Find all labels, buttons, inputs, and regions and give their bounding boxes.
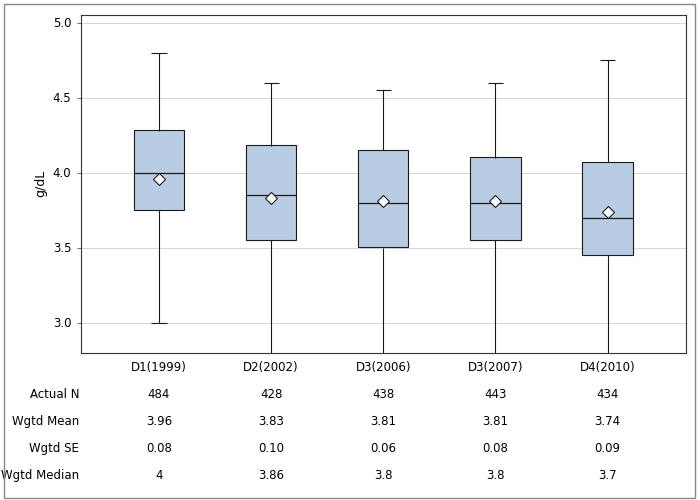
Text: 0.06: 0.06 bbox=[370, 442, 396, 455]
Text: 4: 4 bbox=[155, 469, 162, 482]
Text: 3.7: 3.7 bbox=[598, 469, 617, 482]
Text: D3(2006): D3(2006) bbox=[356, 361, 411, 374]
Text: Actual N: Actual N bbox=[29, 388, 79, 401]
Text: D3(2007): D3(2007) bbox=[468, 361, 523, 374]
Text: D1(1999): D1(1999) bbox=[131, 361, 187, 374]
Text: Wgtd SE: Wgtd SE bbox=[29, 442, 79, 455]
Y-axis label: g/dL: g/dL bbox=[34, 170, 48, 198]
Bar bbox=[134, 130, 184, 210]
Text: 428: 428 bbox=[260, 388, 282, 401]
Bar bbox=[246, 146, 296, 240]
Text: 3.83: 3.83 bbox=[258, 415, 284, 428]
Text: 0.08: 0.08 bbox=[146, 442, 172, 455]
Text: 3.8: 3.8 bbox=[486, 469, 505, 482]
Text: 484: 484 bbox=[148, 388, 170, 401]
Text: Wgtd Median: Wgtd Median bbox=[1, 469, 79, 482]
Text: 0.09: 0.09 bbox=[594, 442, 620, 455]
Text: 3.8: 3.8 bbox=[374, 469, 393, 482]
Text: 3.74: 3.74 bbox=[594, 415, 621, 428]
Text: 0.10: 0.10 bbox=[258, 442, 284, 455]
Bar bbox=[582, 162, 633, 255]
Text: 3.86: 3.86 bbox=[258, 469, 284, 482]
Text: D2(2002): D2(2002) bbox=[244, 361, 299, 374]
Text: D4(2010): D4(2010) bbox=[580, 361, 636, 374]
Text: 3.96: 3.96 bbox=[146, 415, 172, 428]
Text: 3.81: 3.81 bbox=[482, 415, 508, 428]
Text: 3.81: 3.81 bbox=[370, 415, 396, 428]
Bar bbox=[358, 150, 409, 248]
Text: 438: 438 bbox=[372, 388, 394, 401]
Text: 434: 434 bbox=[596, 388, 619, 401]
Text: Wgtd Mean: Wgtd Mean bbox=[12, 415, 79, 428]
Text: 443: 443 bbox=[484, 388, 507, 401]
Bar bbox=[470, 158, 521, 240]
Text: 0.08: 0.08 bbox=[482, 442, 508, 455]
